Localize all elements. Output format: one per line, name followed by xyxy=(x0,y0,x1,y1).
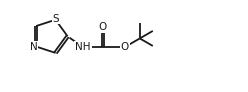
Text: O: O xyxy=(121,42,129,52)
Text: O: O xyxy=(99,22,107,32)
Text: NH: NH xyxy=(75,42,91,52)
Text: N: N xyxy=(30,42,37,52)
Text: S: S xyxy=(53,14,59,24)
